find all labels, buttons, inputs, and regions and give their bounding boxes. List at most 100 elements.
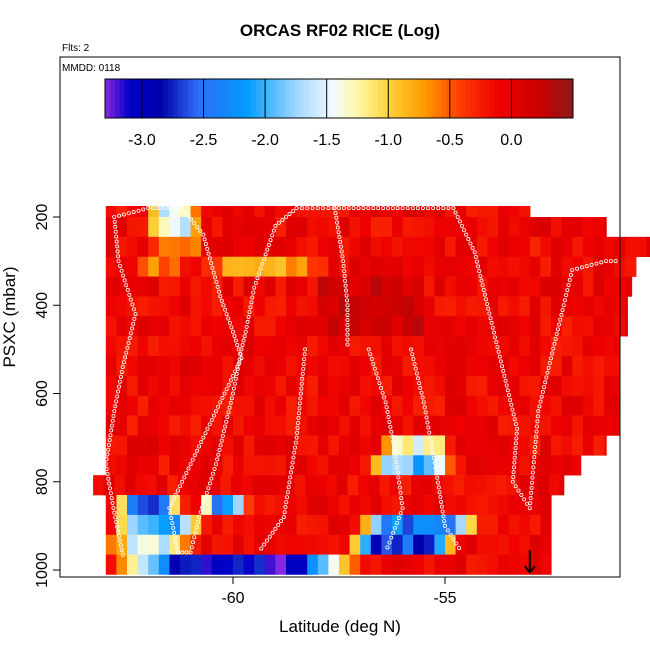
heatmap-cell — [137, 276, 149, 297]
heatmap-cell — [116, 236, 128, 258]
track-point — [392, 449, 397, 454]
heatmap-cell — [349, 435, 361, 456]
colorbar-segment — [192, 79, 199, 118]
heatmap-cell — [572, 217, 584, 238]
track-point — [115, 524, 120, 529]
heatmap-cell — [317, 395, 329, 416]
heatmap-cell — [402, 336, 414, 357]
heatmap-cell — [508, 256, 520, 277]
track-point — [170, 206, 175, 211]
track-point — [116, 384, 121, 389]
heatmap-cell — [222, 554, 234, 575]
track-point — [235, 342, 240, 347]
colorbar-segment — [446, 79, 452, 118]
track-point — [122, 278, 127, 283]
track-point — [227, 320, 232, 325]
track-point — [421, 400, 426, 405]
heatmap-cell — [423, 495, 435, 516]
track-point — [294, 435, 299, 440]
flight-track — [103, 206, 618, 557]
heatmap-cell — [529, 455, 541, 476]
heatmap-cell — [296, 296, 308, 317]
heatmap-cell — [519, 316, 531, 337]
heatmap-cell — [296, 534, 308, 555]
heatmap-cell — [540, 415, 552, 436]
heatmap-cell — [190, 554, 202, 575]
track-point — [216, 404, 221, 409]
heatmap-cell — [625, 256, 637, 277]
track-point — [371, 206, 376, 211]
heatmap-cell — [211, 514, 223, 536]
heatmap-cell — [148, 435, 160, 456]
track-point — [136, 208, 141, 213]
colorbar-segment — [304, 79, 311, 118]
colorbar-segment — [334, 79, 340, 118]
track-point — [466, 237, 471, 242]
heatmap-cell — [485, 475, 497, 496]
track-point — [281, 515, 286, 520]
track-point — [405, 206, 410, 211]
heatmap-cell — [262, 475, 274, 496]
heatmap-cell — [127, 217, 139, 238]
heatmap-cell — [413, 415, 425, 436]
track-point — [151, 206, 156, 211]
heatmap-cell — [466, 455, 478, 476]
track-point — [457, 545, 462, 550]
track-point — [197, 444, 202, 449]
heatmap-cell — [540, 217, 552, 238]
heatmap-cell — [222, 296, 234, 317]
track-point — [253, 280, 258, 285]
heatmap-cell — [370, 554, 382, 575]
track-point — [206, 486, 211, 491]
heatmap-cell — [455, 375, 467, 397]
heatmap-cell — [169, 395, 181, 416]
track-point — [112, 219, 117, 224]
heatmap-cell — [540, 316, 552, 337]
heatmap-cell — [476, 236, 488, 258]
track-point — [564, 293, 569, 298]
track-point — [445, 528, 450, 533]
track-point — [342, 268, 347, 273]
heatmap-cell — [296, 495, 308, 516]
heatmap-cell — [582, 296, 594, 317]
track-point — [295, 430, 300, 435]
heatmap-cell — [551, 435, 563, 456]
track-point — [459, 223, 464, 228]
heatmap-cell — [116, 375, 128, 397]
heatmap-cell — [604, 435, 607, 456]
colorbar-segment — [178, 79, 184, 118]
heatmap-cell — [561, 236, 573, 258]
track-point — [436, 485, 441, 490]
heatmap-cell — [498, 435, 510, 456]
heatmap-cell — [423, 236, 435, 258]
heatmap-cell — [222, 356, 234, 377]
heatmap-cell — [466, 256, 478, 277]
heatmap-cell — [296, 415, 308, 436]
track-point — [413, 366, 418, 371]
heatmap-cell — [466, 435, 478, 456]
heatmap-cell — [264, 534, 276, 555]
track-point — [439, 499, 444, 504]
heatmap-cell — [466, 356, 478, 377]
heatmap-cell — [476, 395, 488, 416]
track-point — [127, 336, 132, 341]
x-axis-label: Latitude (deg N) — [279, 617, 401, 636]
track-point — [118, 543, 123, 548]
heatmap-cell — [169, 415, 181, 436]
colorbar-segment — [134, 79, 140, 118]
track-point — [296, 416, 301, 421]
track-point — [534, 429, 539, 434]
track-point — [422, 405, 427, 410]
track-point — [562, 298, 567, 303]
heatmap-cell — [241, 475, 253, 496]
heatmap-cell — [296, 336, 308, 357]
track-point — [293, 445, 298, 450]
track-point — [486, 306, 491, 311]
heatmap-cell — [233, 435, 245, 456]
heatmap-cell — [105, 375, 117, 397]
track-point — [261, 257, 266, 262]
heatmap-cell — [529, 217, 541, 238]
heatmap-cell — [625, 296, 628, 317]
heatmap-cell — [498, 336, 510, 357]
heatmap-cell — [413, 296, 425, 317]
